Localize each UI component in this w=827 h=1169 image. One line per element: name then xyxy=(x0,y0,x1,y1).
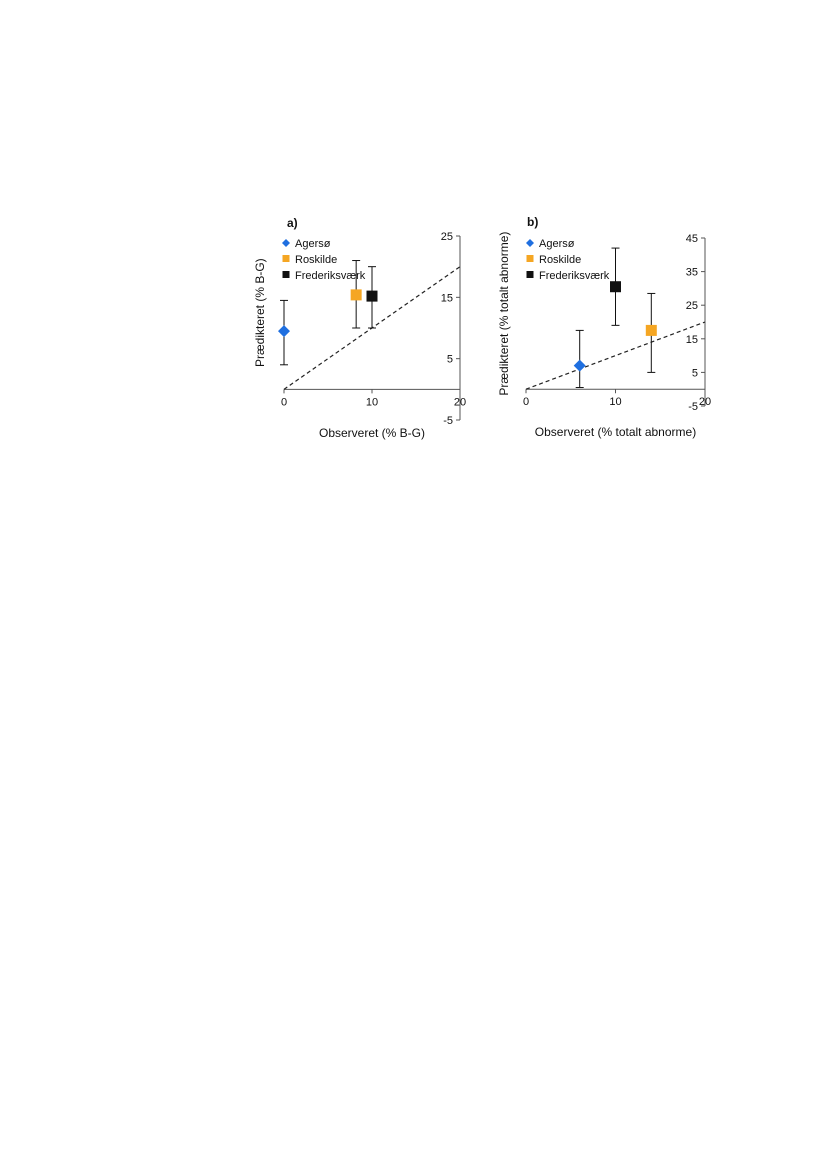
legend-label: Frederiksværk xyxy=(295,270,366,282)
legend-label: Frederiksværk xyxy=(539,270,610,282)
legend-marker-agersø xyxy=(526,239,534,247)
reference-line xyxy=(525,321,706,390)
y-tick-label: 25 xyxy=(686,300,698,312)
x-tick-label: 0 xyxy=(523,396,529,408)
y-tick-label: 5 xyxy=(447,354,453,366)
y-tick-label: 25 xyxy=(441,231,453,243)
legend-label: Agersø xyxy=(295,238,331,250)
data-point-roskilde xyxy=(645,324,657,336)
chart-a: a)0 10 20-551525AgersøRoskildeFrederiksvær… xyxy=(253,216,466,440)
legend-label: Roskilde xyxy=(539,254,581,266)
y-tick-label: 45 xyxy=(686,233,698,245)
y-tick-label: -5 xyxy=(688,401,698,413)
legend-marker-roskilde xyxy=(526,255,534,262)
legend-marker-agersø xyxy=(282,239,290,247)
x-tick-label: 0 xyxy=(281,396,287,408)
y-tick-label: 15 xyxy=(686,334,698,346)
chart-b: b)0 10 20-5515253545AgersøRoskildeFrederik… xyxy=(497,215,711,439)
legend-marker-roskilde xyxy=(282,255,290,262)
x-axis-title: Observeret (% B-G) xyxy=(319,426,425,440)
y-tick-label: -5 xyxy=(443,415,453,427)
x-tick-label: 10 xyxy=(366,396,378,408)
legend-marker-frederiksværk xyxy=(526,271,534,278)
data-point-agersø xyxy=(573,359,586,372)
y-axis-title: Prædikteret (% totalt abnorme) xyxy=(497,232,511,396)
y-axis-title: Prædikteret (% B-G) xyxy=(253,258,267,367)
y-tick-label: 35 xyxy=(686,267,698,279)
x-axis-title: Observeret (% totalt abnorme) xyxy=(535,425,696,439)
legend-label: Roskilde xyxy=(295,254,337,266)
data-point-frederiksværk xyxy=(366,290,378,302)
y-tick-label: 5 xyxy=(692,367,698,379)
data-point-roskilde xyxy=(350,289,362,301)
panel-label: b) xyxy=(527,215,538,229)
legend-marker-frederiksværk xyxy=(282,271,290,278)
data-point-frederiksværk xyxy=(610,281,621,293)
y-tick-label: 15 xyxy=(441,292,453,304)
legend-label: Agersø xyxy=(539,238,575,250)
x-tick-label: 10 xyxy=(609,396,621,408)
panel-label: a) xyxy=(287,216,298,230)
data-point-agersø xyxy=(278,325,290,338)
